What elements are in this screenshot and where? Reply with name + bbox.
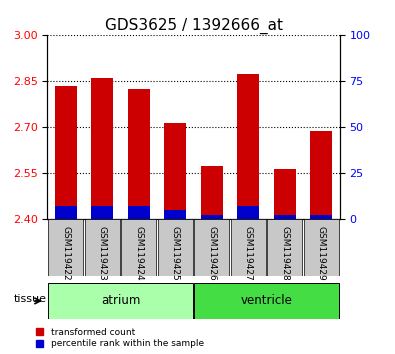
Bar <box>310 215 333 219</box>
Text: GSM119428: GSM119428 <box>280 226 290 281</box>
Text: GSM119427: GSM119427 <box>244 226 253 281</box>
Bar <box>55 86 77 219</box>
Bar <box>201 166 223 219</box>
Text: ventricle: ventricle <box>241 295 293 307</box>
Bar <box>274 169 296 219</box>
Text: GSM119429: GSM119429 <box>317 226 326 281</box>
FancyBboxPatch shape <box>48 283 193 319</box>
Bar <box>128 89 150 219</box>
Legend: transformed count, percentile rank within the sample: transformed count, percentile rank withi… <box>36 328 204 348</box>
FancyBboxPatch shape <box>231 219 266 276</box>
Bar <box>128 206 150 219</box>
Bar <box>237 206 260 219</box>
Bar <box>274 216 296 219</box>
Text: GSM119426: GSM119426 <box>207 226 216 281</box>
Bar <box>91 78 113 219</box>
Bar <box>237 74 260 219</box>
Text: GSM119422: GSM119422 <box>61 226 70 281</box>
FancyBboxPatch shape <box>267 219 303 276</box>
Title: GDS3625 / 1392666_at: GDS3625 / 1392666_at <box>105 18 282 34</box>
Text: tissue: tissue <box>13 294 46 304</box>
Text: atrium: atrium <box>101 295 140 307</box>
Bar <box>310 131 333 219</box>
FancyBboxPatch shape <box>194 219 229 276</box>
FancyBboxPatch shape <box>158 219 193 276</box>
Bar <box>164 210 186 219</box>
Text: GSM119423: GSM119423 <box>98 226 107 281</box>
Text: GSM119424: GSM119424 <box>134 226 143 281</box>
Bar <box>164 123 186 219</box>
FancyBboxPatch shape <box>121 219 156 276</box>
FancyBboxPatch shape <box>85 219 120 276</box>
FancyBboxPatch shape <box>194 283 339 319</box>
FancyBboxPatch shape <box>304 219 339 276</box>
Bar <box>201 216 223 219</box>
Bar <box>91 206 113 219</box>
Bar <box>55 206 77 219</box>
FancyBboxPatch shape <box>48 219 83 276</box>
Text: GSM119425: GSM119425 <box>171 226 180 281</box>
